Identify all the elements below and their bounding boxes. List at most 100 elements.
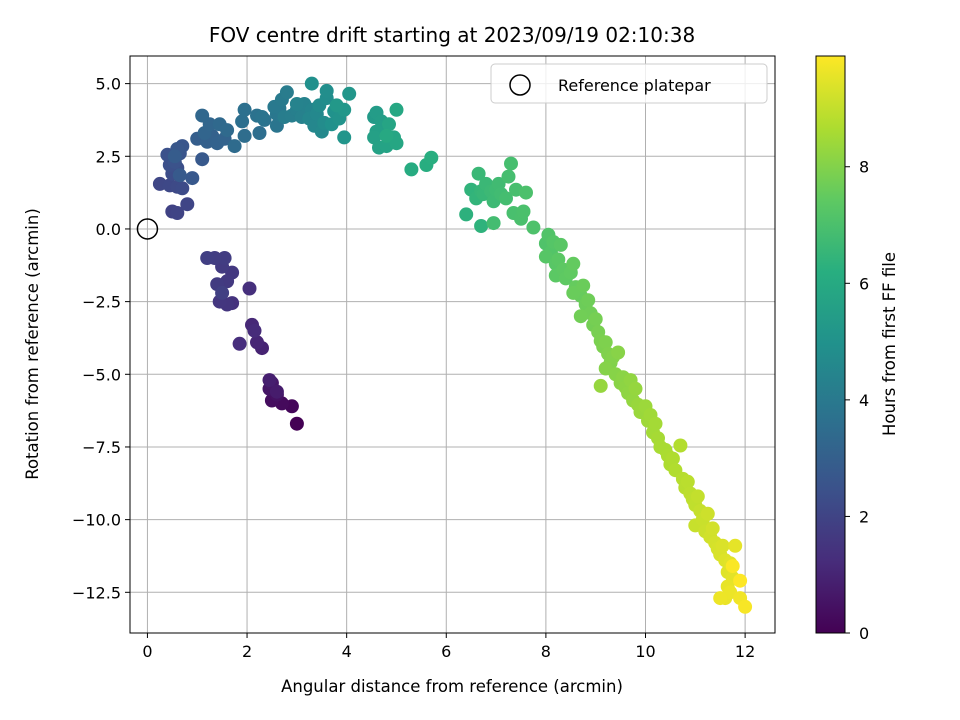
scatter-point [611,345,626,360]
y-tick-label: −10.0 [72,511,121,530]
scatter-point [588,312,603,327]
scatter-point [648,416,663,431]
scatter-point [220,123,235,138]
scatter-point [252,126,267,140]
scatter-point [237,128,252,143]
scatter-point [728,538,743,553]
y-axis-ticks: 5.0 2.5 0.0 −2.5 −5.0 −7.5 −10.0 −12.5 [72,75,130,602]
plot-frame [129,55,776,634]
scatter-point [516,204,531,219]
scatter-point [566,256,581,271]
scatter-point [424,150,439,165]
colorbar-tick-label: 6 [859,274,869,293]
scatter-point [269,384,284,399]
scatter-point [725,559,740,574]
scatter-point [733,573,748,588]
scatter-point [237,102,252,117]
scatter-point [526,220,541,235]
scatter-point [499,191,513,206]
scatter-point [304,76,319,91]
scatter-point [289,416,304,431]
x-tick-label: 12 [735,642,755,661]
scatter-point [195,152,210,167]
y-tick-label: 5.0 [96,75,121,94]
scatter-point [501,169,516,184]
scatter-point [665,451,680,466]
scatter-point [379,128,394,143]
scatter-point [700,506,715,521]
y-tick-label: 0.0 [96,220,121,239]
scatter-point [680,474,695,489]
x-axis-label: Angular distance from reference (arcmin) [281,677,623,696]
scatter-point [504,156,518,171]
scatter-point [200,251,215,265]
legend: Reference platepar [490,63,768,104]
scatter-point [598,335,613,350]
legend-marker-icon [509,74,531,96]
scatter-point [217,251,232,265]
scatter-point [337,130,352,145]
colorbar-tick-label: 0 [859,624,869,643]
y-tick-label: −2.5 [82,293,121,312]
scatter-point [215,285,230,300]
scatter-point [262,373,277,388]
x-tick-label: 8 [541,642,551,661]
x-axis-ticks: 0 2 4 6 8 10 12 [142,633,755,661]
scatter-point [673,438,688,453]
scatter-point [167,149,182,164]
legend-box [490,63,768,104]
scatter-point [690,489,705,504]
scatter-point [172,168,187,183]
scatter-point [459,207,474,222]
y-tick-label: 2.5 [96,147,121,166]
scatter-point [279,85,294,100]
colorbar-tick-label: 8 [859,158,869,177]
x-tick-label: 6 [441,642,451,661]
colorbar-tick-label: 4 [859,391,869,410]
scatter-point [170,206,185,220]
scatter-point [738,599,753,614]
x-tick-label: 0 [142,642,152,661]
scatter-point [486,216,501,231]
colorbar-tick-label: 2 [859,507,869,526]
scatter-point [382,117,396,132]
scatter-point [715,538,730,553]
scatter-point [195,108,210,123]
scatter-point [389,136,404,151]
chart-title: FOV centre drift starting at 2023/09/19 … [209,23,695,47]
x-tick-label: 10 [635,642,655,661]
scatter-point [342,86,357,101]
scatter-point [235,114,250,129]
scatter-point [593,378,608,393]
scatter-point [705,521,720,536]
scatter-point [319,83,334,98]
scatter-point [576,278,591,293]
scatter-point [628,381,643,396]
x-tick-label: 4 [342,642,352,661]
scatter-point [175,181,190,196]
scatter-point [404,162,419,177]
legend-entry-reference: Reference platepar [558,76,711,95]
scatter-points [152,76,753,614]
scatter-point [289,97,304,111]
scatter-point [389,102,404,117]
scatter-point [713,591,728,606]
scatter-point [227,139,242,154]
scatter-point [566,285,581,300]
scatter-point [471,166,486,181]
colorbar-ticks: 0 2 4 6 8 [845,158,869,643]
scatter-point [581,293,596,308]
scatter-point [538,249,553,264]
scatter-point [573,309,588,324]
colorbar: 0 2 4 6 8 Hours from first FF file [815,55,899,643]
reference-point-marker [136,218,159,240]
scatter-point [180,197,195,212]
x-tick-label: 2 [242,642,252,661]
y-tick-label: −5.0 [82,365,121,384]
scatter-point [519,185,533,200]
colorbar-gradient [815,55,846,634]
colorbar-label: Hours from first FF file [880,252,899,436]
scatter-point [242,281,257,296]
scatter-point [553,237,568,252]
